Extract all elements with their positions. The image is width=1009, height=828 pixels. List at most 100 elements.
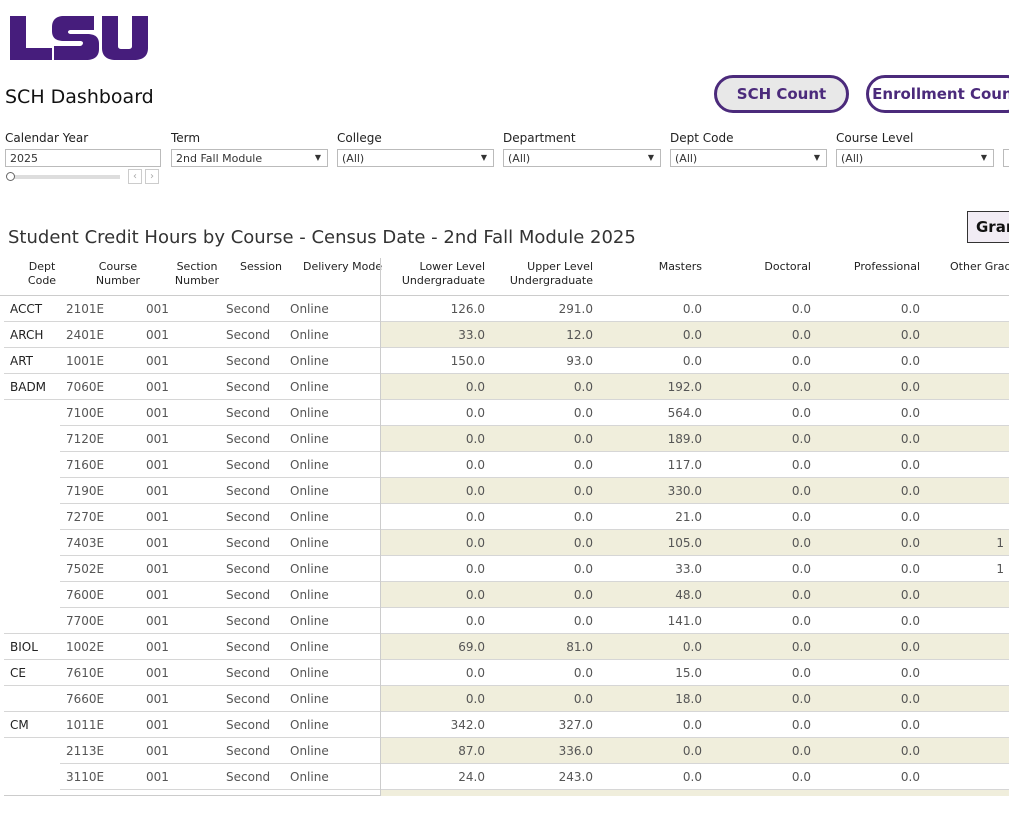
cell-delivery-mode: Online <box>290 302 329 316</box>
cell-session: Second <box>226 744 271 758</box>
cell-doctoral: 0.0 <box>791 302 811 316</box>
cell-lower-level: 0.0 <box>465 458 485 472</box>
enrollment-count-button[interactable]: Enrollment Count <box>866 75 1009 113</box>
sch-count-button[interactable]: SCH Count <box>714 75 849 113</box>
dropdown-arrow-icon: ▼ <box>480 153 487 162</box>
term-label: Term <box>171 131 201 145</box>
cell-dept-code: CM <box>10 718 29 732</box>
cell-lower-level: 33.0 <box>458 328 485 342</box>
cell-professional: 0.0 <box>900 692 920 706</box>
course-level-value: (All) <box>841 152 864 165</box>
header-doctoral: Doctoral <box>764 260 811 273</box>
cell-course-number: 1001E <box>66 354 105 368</box>
cell-professional: 0.0 <box>900 588 920 602</box>
year-slider[interactable] <box>8 175 120 179</box>
cell-lower-level: 0.0 <box>465 536 485 550</box>
cell-upper-level: 336.0 <box>558 744 593 758</box>
row-divider <box>4 373 1009 374</box>
cell-doctoral: 0.0 <box>791 354 811 368</box>
table-row: BADM 7060E 001 Second Online 0.0 0.0 192.0 0.0 0.… <box>0 374 1009 400</box>
college-dropdown[interactable]: (All) ▼ <box>337 149 494 167</box>
header-dept-code: Dept Code <box>27 260 57 287</box>
cell-masters: 189.0 <box>667 432 702 446</box>
department-dropdown[interactable]: (All) ▼ <box>503 149 661 167</box>
header-delivery-mode: Delivery Mode <box>303 260 383 273</box>
cell-delivery-mode: Online <box>290 770 329 784</box>
cell-course-number: 7660E <box>66 692 105 706</box>
row-divider <box>60 425 1009 426</box>
cell-professional: 0.0 <box>900 302 920 316</box>
cell-delivery-mode: Online <box>290 666 329 680</box>
cell-upper-level: 0.0 <box>573 692 593 706</box>
cell-doctoral: 0.0 <box>791 666 811 680</box>
cell-doctoral: 0.0 <box>791 588 811 602</box>
table-row: 7160E 001 Second Online 0.0 0.0 117.0 0.0 0.0 <box>0 452 1009 478</box>
cell-lower-level: 0.0 <box>465 380 485 394</box>
cell-course-number: 7600E <box>66 588 105 602</box>
cell-professional: 0.0 <box>900 328 920 342</box>
cell-delivery-mode: Online <box>290 588 329 602</box>
table-row: 7600E 001 Second Online 0.0 0.0 48.0 0.0 0.0 <box>0 582 1009 608</box>
row-divider <box>60 529 1009 530</box>
next-icon[interactable]: › <box>145 169 159 184</box>
cut-off-filter-label <box>1003 131 1007 145</box>
term-dropdown[interactable]: 2nd Fall Module ▼ <box>171 149 328 167</box>
header-session: Session <box>240 260 282 273</box>
cell-professional: 0.0 <box>900 484 920 498</box>
prev-icon[interactable]: ‹ <box>128 169 142 184</box>
college-value: (All) <box>342 152 365 165</box>
calendar-year-input[interactable]: 2025 <box>5 149 161 167</box>
cell-lower-level: 0.0 <box>465 588 485 602</box>
cell-course-number: 2401E <box>66 328 105 342</box>
row-divider <box>60 477 1009 478</box>
row-divider <box>60 789 1009 790</box>
row-band <box>381 686 1009 712</box>
cell-masters: 192.0 <box>667 380 702 394</box>
cell-upper-level: 0.0 <box>573 484 593 498</box>
cell-session: Second <box>226 510 271 524</box>
cell-session: Second <box>226 692 271 706</box>
cell-course-number: 7190E <box>66 484 105 498</box>
cell-doctoral: 0.0 <box>791 432 811 446</box>
dept-code-dropdown[interactable]: (All) ▼ <box>670 149 827 167</box>
cell-professional: 0.0 <box>900 744 920 758</box>
cut-off-filter[interactable] <box>1003 149 1009 167</box>
lsu-logo <box>10 16 148 60</box>
table-row: ARCH 2401E 001 Second Online 33.0 12.0 0.0 0.0 0.… <box>0 322 1009 348</box>
year-slider-handle[interactable] <box>6 172 15 181</box>
cell-upper-level: 0.0 <box>573 614 593 628</box>
cell-upper-level: 0.0 <box>573 588 593 602</box>
cell-section-number: 001 <box>146 484 169 498</box>
cell-upper-level: 0.0 <box>573 536 593 550</box>
table-row: 2113E 001 Second Online 87.0 336.0 0.0 0.0 0.0 <box>0 738 1009 764</box>
dept-code-label: Dept Code <box>670 131 734 145</box>
cell-dept-code: BADM <box>10 380 47 394</box>
cell-lower-level: 87.0 <box>458 744 485 758</box>
grand-total-button[interactable]: Gran <box>967 211 1009 243</box>
cell-section-number: 001 <box>146 640 169 654</box>
cell-upper-level: 243.0 <box>558 770 593 784</box>
table-row: 3110E 001 Second Online 24.0 243.0 0.0 0.0 0.0 <box>0 764 1009 790</box>
header-masters: Masters <box>658 260 702 273</box>
row-divider <box>60 581 1009 582</box>
cell-session: Second <box>226 588 271 602</box>
table-row: BIOL 1002E 001 Second Online 69.0 81.0 0.0 0.0 0.… <box>0 634 1009 660</box>
table-row: CM 1011E 001 Second Online 342.0 327.0 0.0 0.0 0.… <box>0 712 1009 738</box>
table-row-partial <box>0 790 1009 796</box>
cell-course-number: 7502E <box>66 562 105 576</box>
cell-professional: 0.0 <box>900 718 920 732</box>
header-course-number: Course Number <box>95 260 141 287</box>
course-level-dropdown[interactable]: (All) ▼ <box>836 149 994 167</box>
row-band <box>381 790 1009 796</box>
table-row: 7502E 001 Second Online 0.0 0.0 33.0 0.0 0.0 1 <box>0 556 1009 582</box>
table-row: 7270E 001 Second Online 0.0 0.0 21.0 0.0 0.0 <box>0 504 1009 530</box>
cell-session: Second <box>226 302 271 316</box>
cell-upper-level: 0.0 <box>573 380 593 394</box>
cell-session: Second <box>226 640 271 654</box>
cell-dept-code: ACCT <box>10 302 43 316</box>
row-divider <box>4 737 1009 738</box>
cell-section-number: 001 <box>146 588 169 602</box>
header-professional: Professional <box>853 260 920 273</box>
cell-delivery-mode: Online <box>290 510 329 524</box>
cell-lower-level: 0.0 <box>465 406 485 420</box>
